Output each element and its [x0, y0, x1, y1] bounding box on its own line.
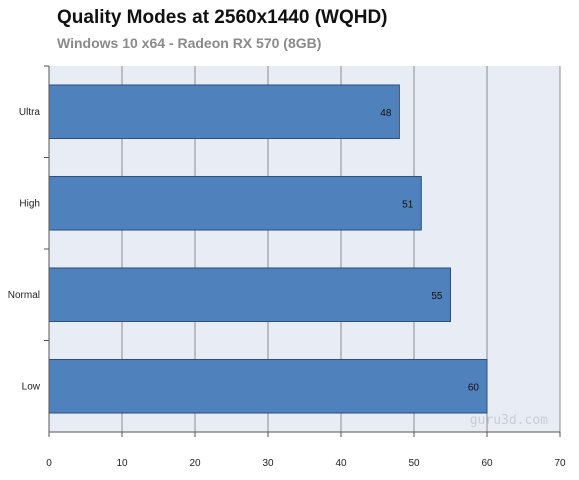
x-tick-label-7: 70 — [554, 458, 566, 469]
y-tick-label-low: Low — [22, 381, 41, 392]
bars: 48 51 55 60 — [48, 84, 488, 414]
data-label-ultra: 48 — [380, 108, 392, 119]
y-tick-label-normal: Normal — [8, 290, 40, 301]
bar-ultra — [48, 84, 400, 140]
x-tick-label-5: 50 — [408, 458, 420, 469]
x-tick-label-6: 60 — [481, 458, 493, 469]
data-label-low: 60 — [468, 382, 480, 393]
chart-title: Quality Modes at 2560x1440 (WQHD) — [57, 7, 388, 28]
axes: 0 10 20 30 40 50 60 70 Ultra High Normal Low — [8, 65, 566, 469]
x-tick-label-0: 0 — [46, 458, 52, 469]
x-tick-label-3: 30 — [262, 458, 274, 469]
bar-high — [48, 175, 422, 231]
bar-normal — [48, 267, 451, 323]
x-tick-label-2: 20 — [189, 458, 201, 469]
y-tick-label-high: High — [19, 198, 40, 209]
bar-low — [48, 358, 488, 414]
x-tick-label-4: 40 — [335, 458, 347, 469]
watermark-logo: guru3d.com — [470, 413, 548, 428]
chart-subtitle: Windows 10 x64 - Radeon RX 570 (8GB) — [57, 35, 322, 51]
y-tick-label-ultra: Ultra — [19, 107, 41, 118]
data-label-high: 51 — [402, 199, 414, 210]
x-tick-label-1: 10 — [116, 458, 128, 469]
data-label-normal: 55 — [431, 291, 443, 302]
